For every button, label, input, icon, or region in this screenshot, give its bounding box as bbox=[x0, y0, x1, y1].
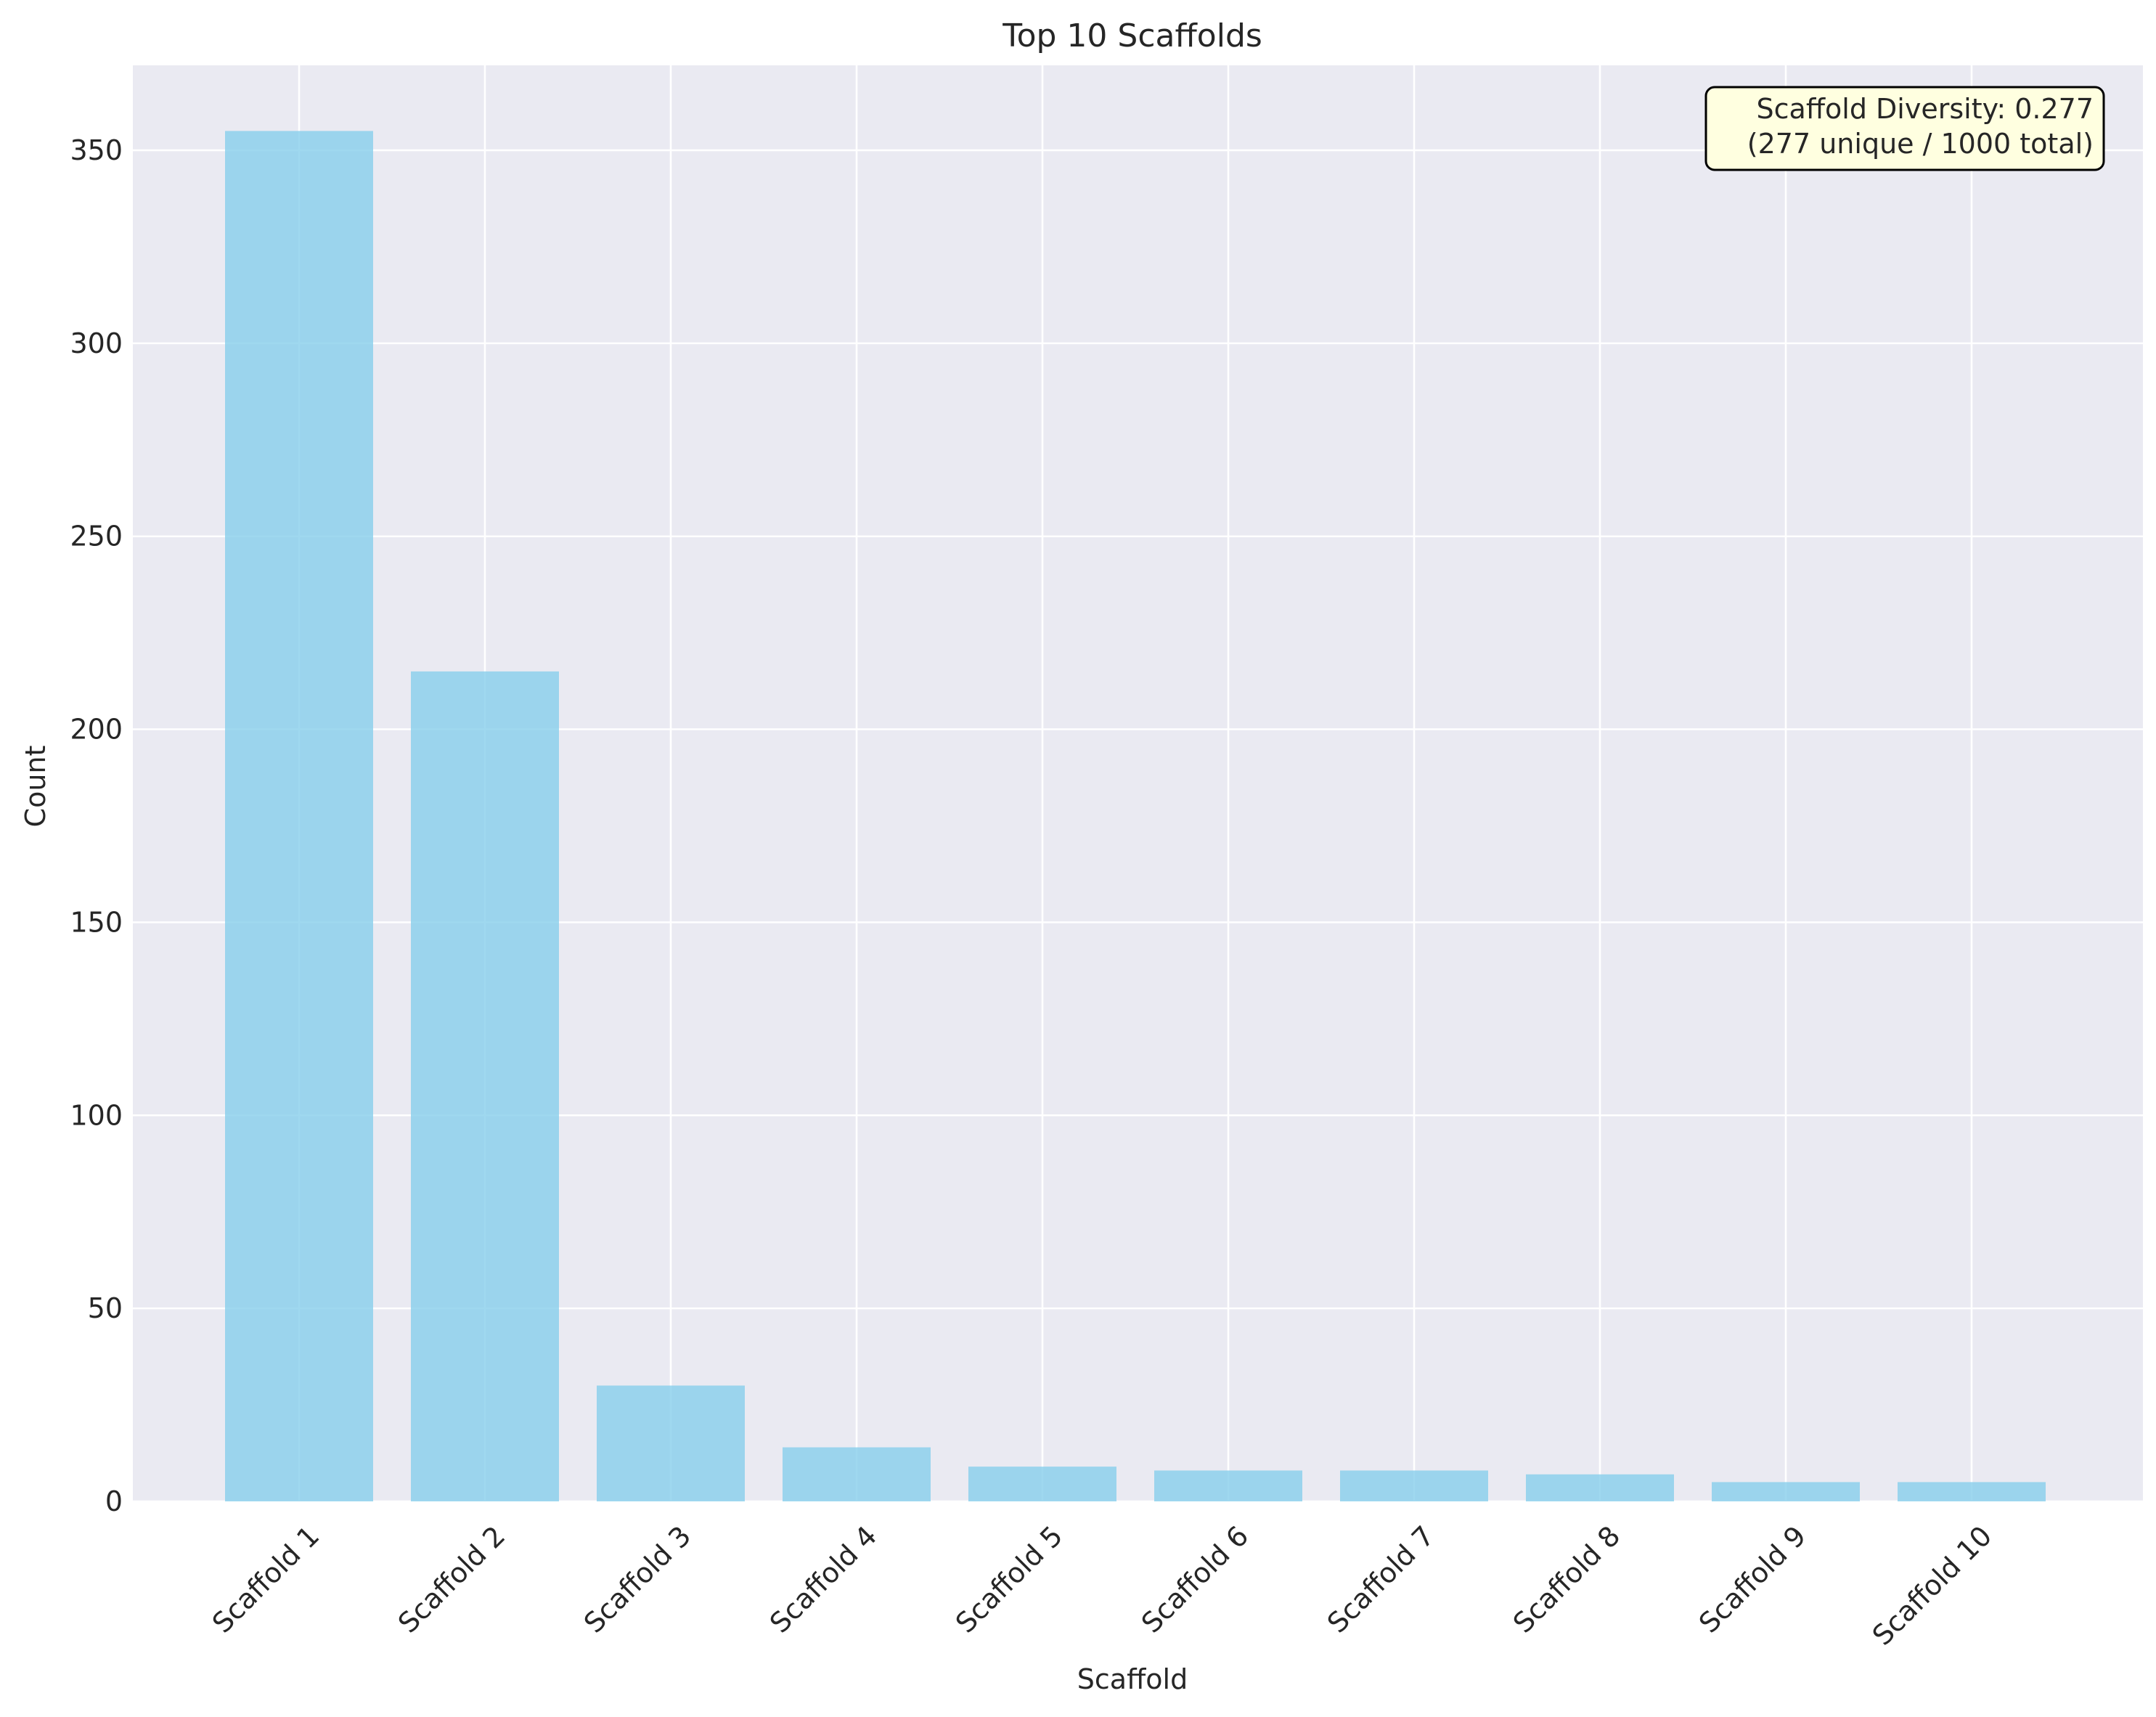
x-tick-label: Scaffold 1 bbox=[206, 1520, 326, 1639]
y-axis-ticks: 0 50 100 150 200 250 300 350 bbox=[70, 134, 123, 1517]
bar-4 bbox=[783, 1447, 931, 1501]
x-tick-label: Scaffold 3 bbox=[578, 1520, 698, 1639]
bar-5 bbox=[968, 1467, 1116, 1501]
bar-9 bbox=[1712, 1482, 1860, 1501]
x-tick-label: Scaffold 10 bbox=[1866, 1520, 1998, 1652]
x-tick-label: Scaffold 9 bbox=[1693, 1520, 1813, 1639]
bar-3 bbox=[597, 1385, 745, 1501]
x-tick-label: Scaffold 8 bbox=[1507, 1520, 1627, 1639]
y-tick-label: 250 bbox=[70, 521, 123, 552]
y-tick-label: 50 bbox=[88, 1292, 123, 1324]
annotation-line-1: Scaffold Diversity: 0.277 bbox=[1757, 93, 2094, 125]
y-tick-label: 300 bbox=[70, 327, 123, 359]
bars bbox=[225, 131, 2046, 1502]
bar-1 bbox=[225, 131, 373, 1502]
bar-7 bbox=[1340, 1470, 1488, 1501]
bar-6 bbox=[1154, 1470, 1302, 1501]
y-tick-label: 350 bbox=[70, 134, 123, 166]
y-tick-label: 0 bbox=[105, 1485, 123, 1517]
x-tick-label: Scaffold 4 bbox=[764, 1520, 883, 1639]
y-axis-label: Count bbox=[20, 746, 52, 828]
bar-2 bbox=[411, 671, 559, 1502]
x-tick-label: Scaffold 6 bbox=[1135, 1520, 1255, 1639]
x-tick-label: Scaffold 7 bbox=[1321, 1520, 1441, 1639]
diversity-annotation: Scaffold Diversity: 0.277 (277 unique / … bbox=[1704, 86, 2105, 171]
y-tick-label: 200 bbox=[70, 714, 123, 746]
x-axis-ticks: Scaffold 1 Scaffold 2 Scaffold 3 Scaffold 4… bbox=[206, 1520, 1998, 1652]
x-tick-label: Scaffold 2 bbox=[392, 1520, 512, 1639]
x-tick-label: Scaffold 5 bbox=[950, 1520, 1069, 1639]
y-tick-label: 150 bbox=[70, 906, 123, 938]
annotation-line-2: (277 unique / 1000 total) bbox=[1747, 128, 2094, 160]
x-axis-label: Scaffold bbox=[1077, 1663, 1188, 1695]
bar-10 bbox=[1898, 1482, 2046, 1501]
bar-8 bbox=[1526, 1474, 1674, 1501]
y-tick-label: 100 bbox=[70, 1099, 123, 1131]
chart-title: Top 10 Scaffolds bbox=[1002, 17, 1262, 54]
annotation-box bbox=[1704, 86, 2105, 171]
